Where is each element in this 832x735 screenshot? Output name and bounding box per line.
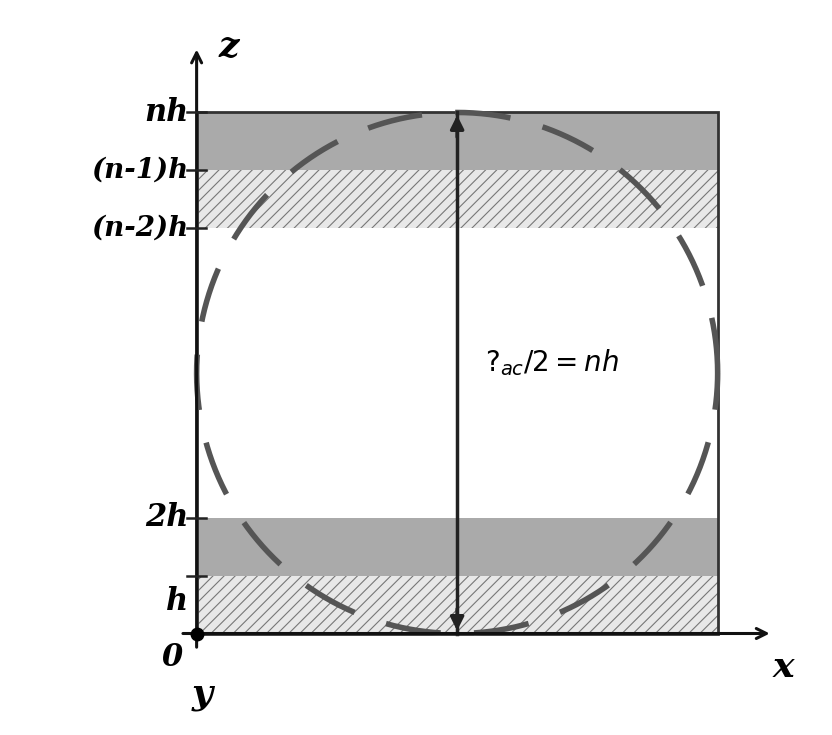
Text: x: x [772, 650, 794, 684]
Bar [196, 112, 718, 634]
Text: (n-2)h: (n-2)h [92, 215, 188, 242]
Bar [196, 576, 718, 634]
Bar [196, 112, 718, 171]
Text: y: y [191, 677, 213, 711]
Text: h: h [166, 586, 188, 617]
Text: 0: 0 [161, 642, 183, 673]
Text: 2h: 2h [145, 502, 188, 533]
Text: z: z [219, 29, 239, 64]
Bar [196, 171, 718, 229]
Bar [196, 517, 718, 576]
Bar [196, 112, 718, 634]
Text: (n-1)h: (n-1)h [92, 157, 188, 184]
Text: $\mathit{?_{ac}/2=nh}$: $\mathit{?_{ac}/2=nh}$ [484, 347, 618, 378]
Text: nh: nh [144, 97, 188, 128]
